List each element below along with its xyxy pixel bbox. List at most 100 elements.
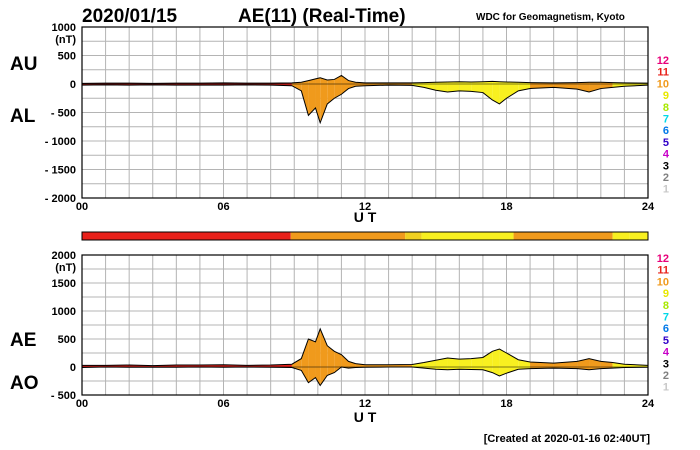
legend-item: 10 [657, 78, 669, 90]
legend-item: 10 [657, 276, 669, 288]
legend-item: 12 [657, 253, 669, 265]
area-segment [308, 78, 316, 116]
area-segment [327, 79, 335, 104]
area-segment [301, 339, 309, 383]
activity-colorbar [81, 231, 649, 241]
area-segment [471, 81, 483, 93]
area-segment [499, 349, 507, 376]
x-tick-label: 18 [500, 398, 512, 410]
legend-item: 5 [663, 137, 669, 149]
chart-title: AE(11) (Real-Time) [238, 6, 406, 27]
y-tick-label: 0 [70, 362, 76, 374]
x-tick-label: 12 [359, 201, 371, 213]
colorbar-segment [290, 232, 406, 240]
area-segment [348, 361, 356, 369]
colorbar-segment [513, 232, 613, 240]
plot-frame [81, 26, 649, 199]
x-tick-label: 00 [76, 398, 88, 410]
area-segment [471, 357, 483, 370]
x-tick-label: 18 [500, 201, 512, 213]
y-tick-label: - 1500 [45, 165, 76, 177]
legend-item: 9 [663, 90, 669, 102]
area-segment [334, 75, 342, 99]
colorbar-segment [421, 232, 514, 240]
y-tick-label: 500 [58, 51, 76, 63]
y-tick-label: - 500 [51, 390, 76, 402]
area-segment [459, 358, 472, 370]
area-segment [320, 328, 328, 386]
x-tick-label: 06 [217, 398, 229, 410]
area-segment [301, 80, 309, 116]
source-label: WDC for Geomagnetism, Kyoto [476, 12, 625, 23]
series-upper-line [82, 327, 649, 367]
area-segment [447, 358, 460, 370]
area-segment [327, 345, 335, 376]
legend-item: 7 [663, 114, 669, 126]
legend-item: 3 [663, 160, 669, 172]
y-tick-label: 1000 [52, 22, 76, 34]
area-segment [447, 81, 460, 92]
plot-frame [81, 254, 649, 396]
ae-label: AE [10, 330, 36, 351]
legend-item: 12 [657, 55, 669, 67]
area-segment [341, 354, 349, 369]
area-segment [459, 81, 472, 92]
date-label: 2020/01/15 [82, 6, 178, 27]
legend-item: 2 [663, 172, 669, 184]
area-segment [291, 82, 302, 91]
xlabel-bottom: U T [354, 409, 377, 425]
area-segment [291, 358, 302, 371]
area-segment [435, 82, 448, 92]
legend-item: 8 [663, 102, 669, 114]
area-segment [320, 77, 328, 123]
x-tick-label: 00 [76, 201, 88, 213]
colorbar-segment [629, 232, 648, 240]
unit-label-top: (nT) [55, 34, 76, 46]
colorbar-frame [81, 231, 649, 241]
y-tick-label: - 500 [51, 108, 76, 120]
legend-item: 2 [663, 370, 669, 382]
legend-item: 4 [663, 347, 670, 359]
legend-item: 9 [663, 288, 669, 300]
legend-item: 6 [663, 125, 669, 137]
au-label: AU [10, 54, 37, 75]
y-tick-label: 2000 [52, 250, 76, 262]
legend-item: 6 [663, 323, 669, 335]
y-tick-label: 0 [70, 79, 76, 91]
ao-label: AO [10, 373, 39, 394]
colorbar-segment [82, 232, 291, 240]
area-segment [506, 82, 519, 99]
created-footer: [Created at 2020-01-16 02:40UT] [484, 433, 651, 445]
y-tick-label: 1000 [52, 306, 76, 318]
y-tick-label: 1500 [52, 278, 76, 290]
area-segment [315, 328, 321, 386]
y-tick-label: - 2000 [45, 193, 76, 205]
legend-item: 4 [663, 149, 670, 161]
legend-item: 1 [663, 184, 669, 196]
x-tick-label: 24 [642, 398, 655, 410]
area-segment [492, 81, 500, 104]
y-tick-label: 500 [58, 334, 76, 346]
series-lower-line [81, 84, 649, 125]
legend-item: 7 [663, 312, 669, 324]
unit-label-bottom: (nT) [55, 262, 76, 274]
area-segment [499, 81, 507, 104]
x-tick-label: 12 [359, 398, 371, 410]
legend-item: 11 [657, 67, 669, 79]
legend-item: 11 [657, 265, 669, 277]
area-segment [492, 349, 500, 376]
series-upper-line [81, 74, 649, 84]
area-segment [308, 339, 316, 383]
xlabel-top: U T [354, 209, 377, 225]
al-label: AL [10, 106, 36, 127]
legend-item: 3 [663, 358, 669, 370]
x-tick-label: 24 [642, 201, 655, 213]
colorbar-segment [405, 232, 422, 240]
area-segment [589, 82, 601, 92]
x-tick-label: 06 [217, 201, 229, 213]
